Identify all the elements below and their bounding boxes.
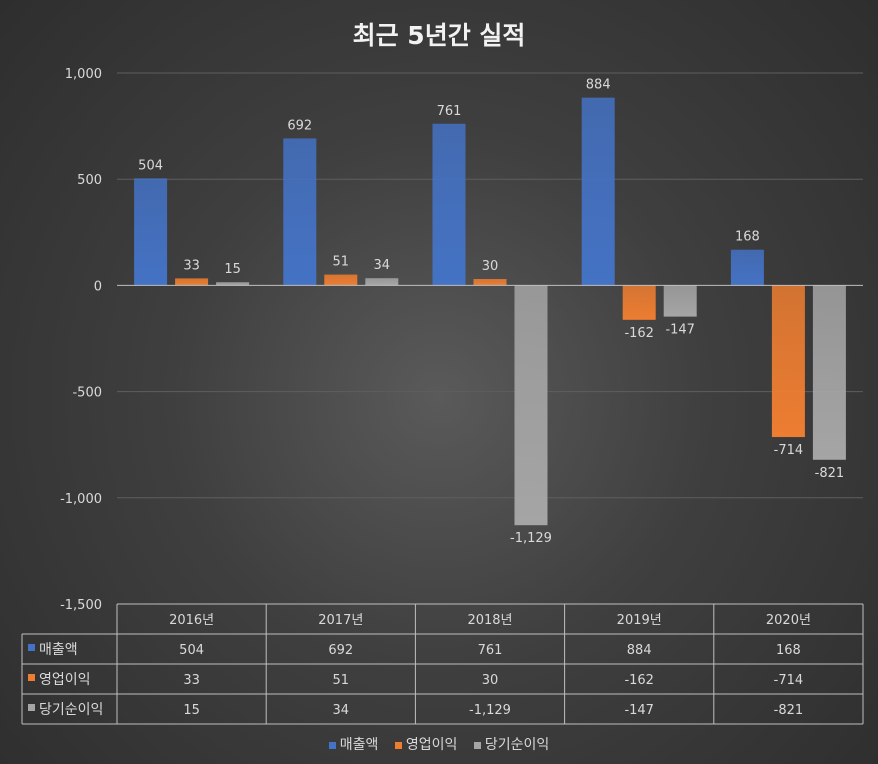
bar-2-2	[514, 285, 548, 526]
table-header-2: 2018년	[467, 613, 512, 628]
data-label-1-0: 33	[183, 258, 200, 273]
data-label-1-2: 30	[482, 259, 499, 274]
y-tick-label-4: -1,000	[60, 492, 102, 507]
bar-0-0	[134, 178, 168, 286]
table-cell-0-2: 761	[478, 643, 503, 658]
table-cell-2-4: -821	[774, 703, 804, 718]
legend: 매출액 영업이익 당기순이익	[0, 734, 878, 754]
table-row-label-0: 매출액	[39, 642, 78, 658]
legend-label-2: 당기순이익	[484, 737, 550, 753]
data-label-1-4: -714	[774, 443, 804, 458]
table-header-1: 2017년	[318, 613, 363, 628]
data-label-2-1: 34	[374, 258, 391, 273]
legend-label-1: 영업이익	[405, 737, 458, 753]
data-label-0-3: 884	[586, 78, 611, 93]
y-tick-label-0: 1,000	[65, 67, 102, 82]
data-label-2-3: -147	[665, 323, 695, 338]
legend-swatch-2	[473, 741, 481, 749]
chart-title: 최근 5년간 실적	[352, 21, 526, 50]
y-tick-label-1: 500	[77, 173, 102, 188]
table-cell-1-4: -714	[774, 673, 804, 688]
legend-swatch-0	[328, 741, 336, 749]
bar-1-1	[324, 274, 358, 286]
data-label-0-4: 168	[735, 230, 760, 245]
bar-2-3	[663, 285, 697, 317]
bar-0-2	[432, 123, 466, 286]
bar-2-0	[216, 282, 250, 286]
bar-1-2	[473, 279, 507, 286]
table-row-label-2: 당기순이익	[39, 702, 103, 718]
data-label-2-0: 15	[224, 262, 241, 277]
table-cell-0-1: 692	[328, 643, 353, 658]
y-tick-label-3: -500	[72, 386, 102, 401]
table-cell-0-0: 504	[179, 643, 204, 658]
data-label-0-0: 504	[138, 158, 163, 173]
bar-0-3	[581, 97, 615, 286]
data-label-0-1: 692	[287, 118, 312, 133]
bar-1-0	[175, 278, 209, 286]
table-cell-0-4: 168	[776, 643, 801, 658]
y-tick-label-2: 0	[94, 279, 102, 294]
table-header-3: 2019년	[617, 613, 662, 628]
table-cell-2-0: 15	[183, 703, 200, 718]
table-cell-1-3: -162	[624, 673, 654, 688]
data-label-2-4: -821	[815, 466, 845, 481]
bar-2-4	[812, 285, 846, 460]
data-label-1-1: 51	[333, 255, 350, 270]
table-legend-key-0	[28, 644, 35, 651]
legend-item-2: 당기순이익	[473, 734, 550, 754]
legend-label-0: 매출액	[339, 737, 379, 753]
data-label-1-3: -162	[624, 326, 654, 341]
bar-1-3	[622, 285, 656, 320]
table-header-0: 2016년	[169, 613, 214, 628]
table-cell-2-2: -1,129	[469, 703, 511, 718]
y-tick-label-5: -1,500	[60, 598, 102, 613]
table-cell-0-3: 884	[627, 643, 652, 658]
legend-swatch-1	[394, 741, 402, 749]
legend-item-1: 영업이익	[394, 734, 458, 754]
table-cell-1-2: 30	[482, 673, 499, 688]
table-cell-2-1: 34	[333, 703, 350, 718]
bar-2-1	[365, 278, 399, 286]
table-cell-1-0: 33	[183, 673, 200, 688]
data-label-2-2: -1,129	[510, 531, 552, 546]
table-row-label-1: 영업이익	[39, 672, 91, 688]
bar-0-1	[283, 138, 317, 286]
bar-0-4	[730, 249, 764, 286]
table-cell-1-1: 51	[333, 673, 350, 688]
table-legend-key-2	[28, 704, 35, 711]
data-label-0-2: 761	[437, 104, 462, 119]
bar-1-4	[771, 285, 805, 438]
table-cell-2-3: -147	[624, 703, 654, 718]
table-legend-key-1	[28, 674, 35, 681]
legend-item-0: 매출액	[328, 734, 379, 754]
table-header-4: 2020년	[766, 613, 811, 628]
